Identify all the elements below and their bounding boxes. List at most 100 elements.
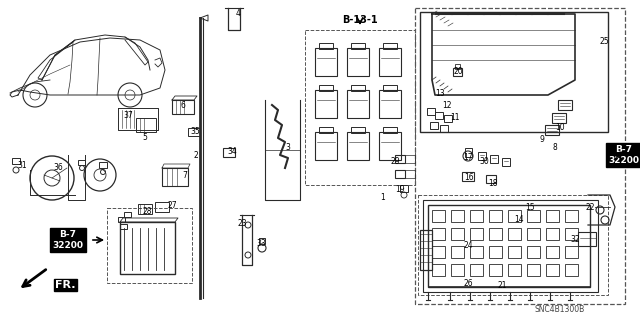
Bar (315, 48, 337, 76)
Bar (347, 48, 369, 76)
Bar (489, 228, 502, 240)
Bar (305, 30, 415, 185)
Bar (465, 148, 472, 157)
Bar (435, 112, 443, 119)
Bar (527, 246, 540, 258)
Bar (470, 264, 483, 276)
Bar (565, 228, 578, 240)
Bar (319, 127, 333, 133)
Text: 31: 31 (17, 160, 27, 169)
Text: SNC4B1300B: SNC4B1300B (535, 306, 585, 315)
Bar (455, 64, 460, 69)
Bar (490, 155, 498, 163)
Bar (565, 210, 578, 222)
Text: B-7
32200: B-7 32200 (609, 145, 639, 165)
Bar (462, 172, 474, 181)
Text: 23: 23 (237, 219, 247, 227)
Bar (420, 12, 608, 132)
Bar (552, 113, 566, 123)
Text: 13: 13 (435, 90, 445, 99)
Text: 9: 9 (540, 136, 545, 145)
Text: 27: 27 (167, 201, 177, 210)
Text: 36: 36 (53, 164, 63, 173)
Text: 3: 3 (285, 144, 291, 152)
Text: FR.: FR. (55, 280, 76, 290)
Text: 5: 5 (143, 132, 147, 142)
Text: 37: 37 (123, 110, 133, 120)
Bar (527, 264, 540, 276)
Bar (508, 264, 521, 276)
Text: 8: 8 (552, 144, 557, 152)
Bar (470, 246, 483, 258)
Text: 34: 34 (227, 147, 237, 157)
Bar (124, 212, 131, 217)
Bar (172, 100, 194, 114)
Bar (118, 217, 125, 222)
Text: 28: 28 (142, 206, 152, 216)
Bar (428, 205, 590, 287)
Bar (432, 264, 445, 276)
Bar (379, 90, 401, 118)
Bar (558, 100, 572, 110)
Bar (155, 202, 169, 212)
Bar (351, 85, 365, 91)
Text: 16: 16 (464, 174, 474, 182)
Text: 2: 2 (194, 151, 198, 160)
Bar (508, 210, 521, 222)
Bar (444, 115, 452, 122)
Bar (478, 152, 486, 160)
Bar (395, 155, 405, 163)
Bar (107, 208, 192, 283)
Bar (470, 228, 483, 240)
Bar (565, 246, 578, 258)
Bar (383, 127, 397, 133)
Bar (502, 158, 510, 166)
Bar (440, 125, 448, 132)
Bar (451, 210, 464, 222)
Bar (395, 170, 405, 178)
Bar (351, 127, 365, 133)
Text: 7: 7 (182, 170, 188, 180)
Text: 11: 11 (451, 114, 460, 122)
Text: 24: 24 (463, 241, 473, 249)
Bar (315, 132, 337, 160)
Bar (383, 43, 397, 49)
Bar (315, 90, 337, 118)
Bar (427, 108, 435, 115)
Text: 1: 1 (381, 194, 385, 203)
Text: 29: 29 (390, 157, 400, 166)
Bar (420, 230, 432, 270)
Bar (351, 43, 365, 49)
Bar (508, 228, 521, 240)
Bar (162, 168, 188, 186)
Bar (319, 85, 333, 91)
Text: 10: 10 (555, 123, 565, 132)
Text: 12: 12 (442, 100, 452, 109)
Text: B-7
32200: B-7 32200 (52, 230, 83, 250)
Bar (430, 122, 438, 129)
Bar (565, 264, 578, 276)
Bar (546, 246, 559, 258)
Bar (432, 228, 445, 240)
Bar (527, 228, 540, 240)
Bar (347, 90, 369, 118)
Bar (418, 195, 608, 295)
Bar (546, 264, 559, 276)
Text: 22: 22 (585, 203, 595, 211)
Bar (451, 246, 464, 258)
Text: 30: 30 (479, 157, 489, 166)
Bar (383, 85, 397, 91)
Text: 18: 18 (488, 179, 498, 188)
Text: 19: 19 (395, 186, 405, 195)
Text: B-13-1: B-13-1 (342, 15, 378, 25)
Text: FR.: FR. (55, 280, 76, 290)
Text: 14: 14 (514, 216, 524, 225)
Bar (489, 264, 502, 276)
Bar (99, 162, 107, 168)
Bar (259, 238, 265, 244)
Text: 4: 4 (236, 10, 241, 19)
Bar (451, 264, 464, 276)
Bar (188, 128, 200, 136)
Bar (453, 68, 462, 76)
Text: 20: 20 (453, 68, 463, 77)
